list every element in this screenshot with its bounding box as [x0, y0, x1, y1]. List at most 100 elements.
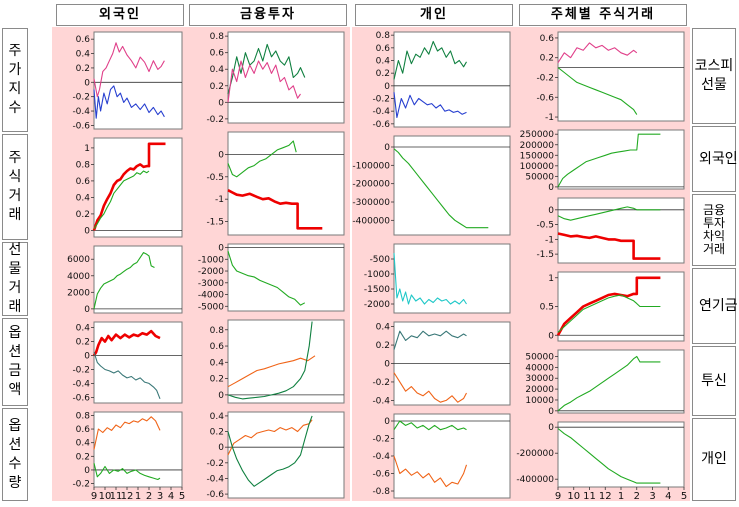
x-tick-label: 2 — [634, 491, 640, 502]
y-tick-label: -0.4 — [206, 474, 224, 484]
left-label-futures-trade-text: 선물거래 — [8, 242, 22, 315]
header-by-entity: 주체별 주식거래 — [519, 4, 687, 26]
x-tick-label: 10 — [99, 491, 112, 502]
series-line — [557, 355, 661, 412]
plot-area — [227, 319, 345, 404]
chart-individual-option-qty: 0 -0.2 -0.4 -0.6 -0.8 — [372, 413, 511, 499]
y-tick-label: 0.2 — [210, 375, 224, 385]
y-tick-label: 1 — [548, 274, 554, 284]
y-tick-label: 1 — [84, 144, 90, 154]
y-tick-label: 0.6 — [76, 425, 91, 435]
series-line — [93, 462, 161, 481]
x-tick-label: 2 — [146, 491, 152, 502]
x-tick-label: 4 — [168, 491, 174, 502]
chart-foreigner-futures: 6000 4000 2000 0 — [67, 245, 183, 315]
plot-area — [557, 31, 685, 122]
right-label-pension: 연기금 — [692, 268, 738, 344]
chart-foreigner-stock: 1 0.8 0.6 0.4 0.2 0 — [76, 137, 183, 238]
series-line — [227, 140, 297, 178]
y-tick-label: -0.2 — [206, 459, 224, 469]
plot-area — [93, 245, 183, 314]
y-tick-label: 0.8 — [210, 32, 225, 42]
y-tick-label: 0 — [84, 78, 90, 88]
series-line — [92, 329, 161, 357]
series-line — [393, 40, 467, 80]
y-tick-label: 0.8 — [76, 411, 91, 421]
y-tick-label: 0.4 — [76, 439, 91, 449]
y-tick-label: -300000 — [352, 198, 390, 208]
y-tick-label: 0 — [218, 443, 224, 453]
chart-individual-stock: 0 -100000 -200000 -300000 -400000 — [352, 135, 511, 236]
x-tick-label: 3 — [157, 491, 163, 502]
y-tick-label: -0.4 — [372, 452, 390, 462]
y-tick-label: -0.2 — [372, 95, 390, 105]
y-tick-label: -0.2 — [72, 93, 90, 103]
series-line — [93, 252, 155, 310]
plot-area — [557, 421, 685, 488]
x-tick-label: 12 — [121, 491, 134, 502]
y-tick-label: 0.5 — [540, 303, 554, 313]
y-tick-label: -0.4 — [372, 107, 390, 117]
y-tick-label: 0 — [548, 183, 554, 193]
series-line — [393, 330, 467, 350]
right-label-trust: 투신 — [692, 346, 736, 416]
series-line — [557, 294, 661, 333]
series-line — [92, 142, 166, 231]
y-tick-label: -1.5 — [206, 218, 224, 228]
y-tick-label: 0.6 — [210, 49, 225, 59]
y-tick-label: -0.4 — [72, 379, 90, 389]
x-tick-label: 10 — [567, 491, 580, 502]
y-tick-label: 0.4 — [376, 57, 391, 67]
x-tick-label: 11 — [583, 491, 596, 502]
x-tick-label: 1 — [135, 491, 141, 502]
chart-individual-futures: -500 -1000 -1500 -2000 — [364, 243, 511, 314]
y-tick-label: -200000 — [516, 449, 554, 459]
x-tick-label: 11 — [110, 491, 123, 502]
y-tick-label: -400000 — [516, 475, 554, 485]
right-label-kospi-futures-text: 코스피 선물 — [694, 58, 734, 93]
y-tick-label: -1000 — [198, 255, 224, 265]
y-tick-label: -0.6 — [72, 393, 90, 403]
y-tick-label: -0.2 — [372, 378, 390, 388]
y-tick-label: 0.4 — [76, 324, 91, 334]
y-tick-label: 0.6 — [76, 35, 91, 45]
y-tick-label: 100000 — [520, 162, 555, 172]
series-line — [93, 351, 161, 400]
series-line — [557, 133, 661, 188]
y-tick-label: -1 — [545, 235, 554, 245]
series-line — [393, 92, 467, 119]
x-tick-label: 5 — [681, 491, 687, 502]
chart-individual-index: 0.8 0.6 0.4 0.2 0 -0.2 -0.4 -0.6 — [372, 31, 511, 130]
left-label-option-qty: 옵션수량 — [2, 408, 28, 501]
y-tick-label: 0 — [384, 417, 390, 427]
y-tick-label: 0 — [548, 407, 554, 417]
left-label-index: 주가지수 — [2, 28, 28, 132]
series-line — [227, 419, 313, 456]
y-tick-label: 2000 — [67, 288, 90, 298]
series-line — [227, 355, 316, 388]
y-tick-label: -0.6 — [206, 490, 224, 500]
right-label-fin-invest-diff: 금융투자차익거래 — [692, 194, 736, 266]
series-line — [393, 420, 467, 431]
y-tick-label: 6000 — [67, 255, 90, 265]
left-label-option-qty-text: 옵션수량 — [8, 417, 22, 491]
plot-area — [93, 411, 183, 488]
chart-individual-option-amount: 0.4 0.2 0 -0.2 -0.4 — [372, 321, 511, 406]
series-line — [393, 372, 467, 403]
plot-area — [227, 411, 345, 499]
chart-entity-kospi-futures: 0.6 0.2 -0.2 -0.6 -1 — [536, 31, 685, 123]
y-tick-label: 200000 — [520, 141, 555, 151]
x-tick-label: 9 — [555, 491, 561, 502]
chart-financial-invest-stock: 0 -0.5 -1 -1.5 — [206, 131, 345, 236]
y-tick-label: 0.4 — [376, 323, 391, 333]
series-line — [93, 85, 165, 119]
y-tick-label: 0.4 — [210, 65, 225, 75]
y-tick-label: 30000 — [525, 374, 554, 384]
y-tick-label: 0 — [384, 143, 390, 153]
plot-area — [93, 321, 183, 404]
series-line — [93, 416, 161, 450]
y-tick-label: 0 — [384, 82, 390, 92]
y-tick-label: 0.4 — [76, 50, 91, 60]
